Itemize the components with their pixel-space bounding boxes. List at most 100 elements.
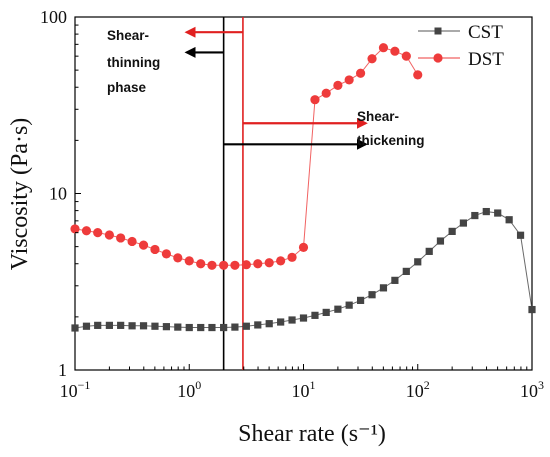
data-point-dst-28: [390, 46, 400, 56]
x-tick-label-3: 102: [406, 378, 430, 401]
data-point-cst-39: [516, 231, 525, 239]
y-tick-label-2: 100: [40, 7, 67, 27]
data-point-cst-33: [448, 227, 456, 235]
x-axis-label: Shear rate (s⁻¹): [238, 421, 386, 447]
x-tick-label-2: 101: [292, 378, 316, 401]
annotation-arrows: [184, 26, 368, 150]
data-point-dst-18: [276, 256, 286, 266]
annotation-thinning-line-2: thinning: [107, 55, 160, 70]
data-point-dst-12: [207, 260, 217, 270]
annotation-shear-thinning: Shear- thinning phase: [107, 28, 160, 95]
data-point-dst-0: [70, 224, 80, 234]
data-point-dst-27: [378, 43, 389, 53]
data-point-cst-8: [162, 323, 170, 331]
data-point-cst-40: [528, 305, 536, 314]
data-point-cst-38: [505, 216, 513, 224]
reference-lines: [222, 17, 244, 370]
data-point-dst-2: [93, 228, 103, 238]
data-point-cst-7: [151, 322, 159, 330]
x-tick-label-4: 103: [520, 378, 544, 401]
data-point-cst-11: [197, 323, 205, 332]
data-point-dst-7: [150, 244, 160, 255]
data-point-cst-9: [174, 323, 182, 331]
data-point-cst-36: [482, 207, 490, 216]
data-point-cst-3: [105, 321, 113, 329]
data-point-dst-25: [355, 68, 366, 78]
data-point-cst-26: [368, 291, 376, 299]
data-point-dst-16: [253, 259, 263, 269]
data-point-cst-28: [391, 276, 399, 284]
data-point-cst-0: [71, 324, 79, 332]
legend: CST DST: [418, 22, 504, 70]
data-point-cst-23: [334, 305, 342, 313]
data-point-cst-21: [311, 311, 319, 319]
data-point-cst-4: [117, 321, 125, 329]
data-point-dst-17: [264, 258, 274, 268]
data-point-cst-22: [322, 308, 330, 316]
annotation-thickening-line-1: Shear-: [357, 109, 399, 124]
y-tick-label-0: 1: [58, 360, 67, 380]
data-point-dst-14: [230, 260, 240, 270]
data-point-cst-30: [414, 258, 422, 266]
data-point-cst-17: [265, 320, 273, 328]
data-point-cst-31: [425, 247, 433, 255]
legend-marker-dst: [433, 53, 443, 63]
data-point-dst-8: [161, 249, 171, 259]
data-point-cst-16: [254, 321, 262, 329]
data-point-cst-13: [220, 323, 228, 332]
data-point-cst-19: [288, 316, 296, 324]
data-point-cst-20: [299, 314, 308, 322]
data-point-dst-5: [127, 236, 137, 247]
data-point-cst-2: [94, 321, 102, 329]
data-point-cst-34: [459, 219, 468, 227]
data-point-dst-13: [219, 260, 229, 270]
data-point-dst-4: [116, 233, 126, 243]
data-point-cst-15: [242, 322, 250, 330]
data-point-dst-26: [367, 54, 377, 64]
annotation-thickening-line-2: thickening: [357, 133, 425, 148]
data-point-cst-32: [436, 237, 445, 245]
data-point-cst-35: [471, 211, 479, 220]
data-point-dst-9: [173, 253, 183, 263]
data-point-cst-37: [494, 209, 502, 217]
data-point-cst-12: [208, 323, 216, 332]
data-point-dst-11: [196, 259, 206, 269]
legend-marker-cst: [434, 27, 442, 35]
data-point-dst-10: [184, 256, 194, 266]
annotation-thinning-line-1: Shear-: [107, 28, 149, 43]
data-point-cst-27: [379, 284, 388, 292]
data-point-cst-18: [277, 318, 285, 326]
data-point-dst-15: [241, 260, 251, 270]
data-point-dst-19: [287, 252, 297, 262]
annotation-thinning-line-3: phase: [107, 80, 147, 95]
data-point-dst-23: [333, 80, 343, 90]
annotation-shear-thickening: Shear- thickening: [357, 109, 425, 148]
data-point-cst-10: [185, 323, 193, 332]
data-point-dst-22: [321, 88, 331, 98]
data-point-dst-24: [344, 75, 354, 85]
y-axis-label: Viscosity (Pa·s): [7, 118, 33, 271]
data-point-dst-3: [104, 230, 114, 240]
data-point-dst-20: [298, 242, 309, 252]
data-point-cst-14: [231, 323, 239, 331]
x-tick-label-1: 100: [177, 378, 201, 401]
data-point-dst-30: [413, 70, 423, 80]
data-point-dst-6: [138, 240, 149, 250]
data-point-dst-1: [81, 226, 92, 236]
data-point-cst-5: [128, 322, 136, 330]
y-tick-label-1: 10: [49, 184, 67, 204]
legend-label-cst: CST: [468, 22, 503, 43]
data-point-dst-29: [401, 51, 411, 61]
data-point-cst-6: [139, 322, 148, 330]
axis-ticks: 10−1 100 101 102 103 1 10 100: [40, 7, 544, 401]
series-markers: [70, 43, 536, 332]
x-tick-label-0: 10−1: [60, 378, 91, 401]
data-point-cst-29: [402, 267, 410, 275]
data-point-dst-21: [310, 95, 320, 105]
data-point-cst-24: [345, 301, 353, 309]
series-line-cst: [74, 211, 533, 329]
data-point-cst-1: [82, 322, 91, 330]
data-point-cst-25: [356, 296, 365, 304]
legend-label-dst: DST: [468, 49, 504, 70]
